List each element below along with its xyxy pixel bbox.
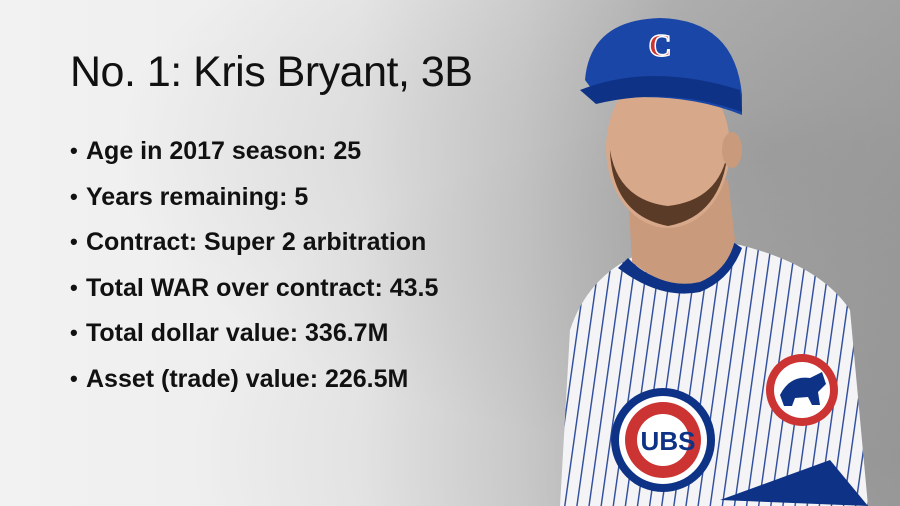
face xyxy=(606,68,730,228)
bullet-item-contract: • Contract: Super 2 arbitration xyxy=(70,228,427,256)
bullet-icon: • xyxy=(70,274,78,300)
player-photo: C UBS xyxy=(560,18,868,506)
bear-sleeve-patch xyxy=(766,354,838,426)
bullet-item-age: • Age in 2017 season: 25 xyxy=(70,137,362,165)
beard xyxy=(610,150,728,226)
slide-title: No. 1: Kris Bryant, 3B xyxy=(70,48,473,96)
bullet-list: • Age in 2017 season: 25 • Years remaining… xyxy=(70,136,438,409)
chest-logo-text: UBS xyxy=(641,426,696,456)
bullet-item-asset-value: • Asset (trade) value: 226.5M xyxy=(70,364,409,393)
bullet-icon: • xyxy=(70,138,78,163)
bullet-item-war: • Total WAR over contract: 43.5 xyxy=(70,273,439,302)
cap-letter: C xyxy=(648,27,671,63)
bullet-icon: • xyxy=(70,320,78,345)
sleeve-edge xyxy=(720,460,868,506)
cap-brim xyxy=(580,76,742,112)
jersey-collar xyxy=(618,240,742,294)
bullet-item-dollar-value: • Total dollar value: 336.7M xyxy=(70,319,389,347)
cubs-chest-logo: UBS xyxy=(611,388,715,492)
bullet-icon: • xyxy=(70,183,78,209)
bullet-item-years: • Years remaining: 5 xyxy=(70,182,309,211)
bullet-icon: • xyxy=(70,365,78,391)
bullet-icon: • xyxy=(70,229,78,254)
ear xyxy=(722,132,742,168)
